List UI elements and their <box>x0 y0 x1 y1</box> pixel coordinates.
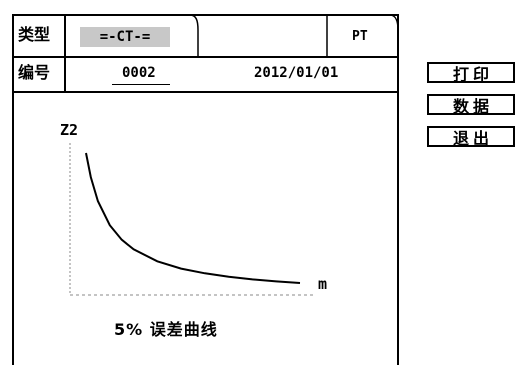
data-button[interactable]: 数据 <box>427 94 515 116</box>
header-row-divider <box>12 56 398 58</box>
pt-tab[interactable]: PT <box>352 29 368 44</box>
type-field[interactable]: =-CT-= <box>80 27 170 47</box>
data-button-label: 数据 <box>452 96 493 116</box>
number-underline <box>112 84 170 85</box>
number-label: 编号 <box>18 63 51 82</box>
type-label: 类型 <box>18 25 51 44</box>
number-value: 0002 <box>122 65 156 81</box>
error-curve-chart: Z2 m 5% 误差曲线 <box>60 121 327 339</box>
chart-caption: 5% 误差曲线 <box>114 320 218 339</box>
series-line <box>85 152 301 284</box>
header-bottom-divider <box>12 91 398 93</box>
print-button[interactable]: 打印 <box>427 62 515 84</box>
date-value: 2012/01/01 <box>254 65 339 81</box>
frame-top-border <box>12 14 398 16</box>
print-button-label: 打印 <box>452 64 493 84</box>
frame-right-border <box>397 14 399 365</box>
exit-button-label: 退出 <box>452 128 493 148</box>
tab-outlines <box>189 14 399 57</box>
y-axis-label: Z2 <box>60 121 78 139</box>
frame-left-border <box>12 14 14 365</box>
x-axis-label: m <box>318 275 327 293</box>
exit-button[interactable]: 退出 <box>427 126 515 148</box>
type-value: =-CT-= <box>99 29 151 45</box>
label-column-divider <box>64 14 66 92</box>
